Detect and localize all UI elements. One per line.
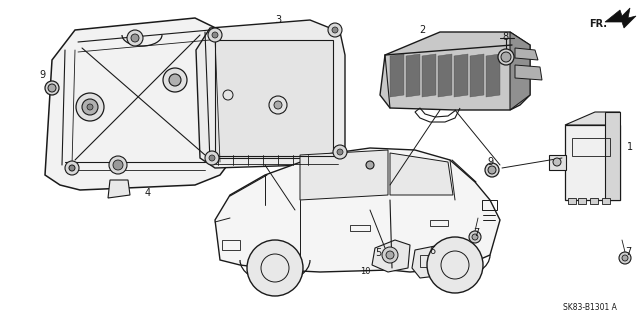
Text: 9: 9 (39, 70, 45, 80)
Text: 7: 7 (625, 247, 631, 257)
Bar (572, 138, 610, 156)
Polygon shape (510, 32, 530, 110)
Circle shape (469, 231, 481, 243)
Polygon shape (486, 54, 500, 97)
Bar (549, 155, 566, 170)
Circle shape (328, 23, 342, 37)
Bar (215, 40, 333, 158)
Circle shape (332, 27, 338, 33)
Text: 5: 5 (375, 248, 381, 258)
Polygon shape (390, 153, 453, 195)
Circle shape (208, 28, 222, 42)
Bar (420, 255, 438, 267)
Circle shape (109, 156, 127, 174)
Circle shape (69, 165, 75, 171)
Polygon shape (565, 112, 620, 125)
Circle shape (501, 52, 511, 62)
Circle shape (472, 234, 478, 240)
Polygon shape (515, 65, 542, 80)
Circle shape (76, 93, 104, 121)
Circle shape (333, 145, 347, 159)
Circle shape (212, 32, 218, 38)
Polygon shape (390, 54, 404, 97)
Circle shape (87, 104, 93, 110)
Text: 10: 10 (360, 268, 371, 277)
Polygon shape (454, 54, 468, 97)
Bar (578, 198, 586, 204)
Circle shape (113, 160, 123, 170)
Text: 3: 3 (275, 15, 281, 25)
Bar (565, 125, 620, 200)
Polygon shape (515, 48, 538, 60)
Polygon shape (470, 54, 484, 97)
Polygon shape (406, 54, 420, 97)
Circle shape (386, 251, 394, 259)
Circle shape (488, 166, 496, 174)
Bar (590, 198, 598, 204)
Circle shape (127, 30, 143, 46)
Polygon shape (605, 112, 620, 200)
Circle shape (209, 155, 215, 161)
Bar (222, 240, 240, 250)
Circle shape (619, 252, 631, 264)
Text: 9: 9 (487, 157, 493, 167)
Bar (430, 220, 448, 226)
Circle shape (498, 49, 514, 65)
Polygon shape (196, 20, 345, 168)
Polygon shape (438, 54, 452, 97)
Text: FR.: FR. (589, 19, 607, 29)
Circle shape (337, 149, 343, 155)
Circle shape (427, 237, 483, 293)
Circle shape (131, 34, 139, 42)
Polygon shape (412, 245, 448, 278)
Polygon shape (215, 148, 500, 272)
Circle shape (65, 161, 79, 175)
Bar (568, 198, 576, 204)
Circle shape (45, 81, 59, 95)
Text: 7: 7 (473, 228, 479, 238)
Circle shape (485, 163, 499, 177)
Polygon shape (300, 150, 388, 200)
Circle shape (274, 101, 282, 109)
Circle shape (169, 74, 181, 86)
Circle shape (163, 68, 187, 92)
Polygon shape (605, 8, 636, 28)
Circle shape (366, 161, 374, 169)
Polygon shape (380, 32, 530, 110)
Circle shape (553, 158, 561, 166)
Circle shape (382, 247, 398, 263)
Text: 6: 6 (429, 246, 435, 256)
Polygon shape (108, 180, 130, 198)
Polygon shape (45, 18, 240, 190)
Text: 4: 4 (145, 188, 151, 198)
Bar (602, 198, 610, 204)
Circle shape (82, 99, 98, 115)
Bar (482, 200, 497, 210)
Circle shape (247, 240, 303, 296)
Polygon shape (422, 54, 436, 97)
Polygon shape (372, 240, 410, 272)
Text: 2: 2 (419, 25, 425, 35)
Text: 8: 8 (502, 32, 508, 42)
Text: SK83-B1301 A: SK83-B1301 A (563, 303, 617, 313)
Circle shape (622, 255, 628, 261)
Text: 1: 1 (627, 142, 633, 152)
Bar (350, 225, 370, 231)
Circle shape (48, 84, 56, 92)
Circle shape (205, 151, 219, 165)
